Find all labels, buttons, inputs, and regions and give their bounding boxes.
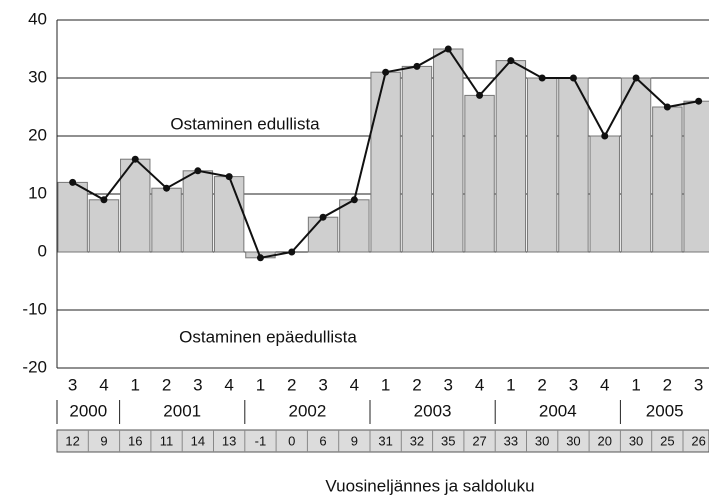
bar [652, 106, 683, 253]
x-tick-label: 4 [350, 375, 359, 394]
value-label: 30 [535, 433, 549, 448]
point [538, 74, 546, 82]
x-tick-label: 4 [224, 375, 233, 394]
x-tick-label: 2 [412, 375, 421, 394]
value-label: 30 [566, 433, 580, 448]
point [632, 74, 640, 82]
bar [88, 199, 120, 253]
point [350, 196, 358, 204]
x-tick-label: 4 [475, 375, 484, 394]
x-tick-label: 4 [99, 375, 108, 394]
x-tick-label: 3 [68, 375, 77, 394]
bar [57, 181, 88, 253]
value-label: 30 [629, 433, 643, 448]
point [100, 196, 108, 204]
x-tick-label: 2 [537, 375, 546, 394]
point [601, 132, 609, 140]
point [569, 74, 577, 82]
value-label: 33 [504, 433, 518, 448]
point [288, 248, 296, 256]
bar [495, 60, 527, 253]
value-label: 14 [191, 433, 205, 448]
value-label: 27 [472, 433, 486, 448]
x-tick-label: 2 [663, 375, 672, 394]
bar [526, 77, 558, 253]
point [413, 62, 421, 70]
x-tick-label: 3 [193, 375, 202, 394]
bar [589, 135, 620, 253]
x-tick-label: 1 [506, 375, 515, 394]
bar [683, 100, 709, 253]
bar [433, 48, 464, 253]
value-label: 35 [441, 433, 455, 448]
x-tick-label: 3 [694, 375, 703, 394]
value-label: 9 [351, 433, 358, 448]
point [444, 45, 452, 53]
bar [213, 176, 245, 253]
x-tick-label: 4 [600, 375, 609, 394]
bar [151, 187, 182, 253]
bar [182, 170, 214, 253]
x-tick-label: 1 [381, 375, 390, 394]
x-tick-label: 1 [631, 375, 640, 394]
x-tick-label: 1 [256, 375, 265, 394]
point [69, 178, 77, 186]
value-label: 12 [65, 433, 79, 448]
year-label: 2001 [163, 401, 201, 420]
x-tick-label: 1 [131, 375, 140, 394]
point [476, 91, 484, 99]
x-tick-label: 3 [569, 375, 578, 394]
value-label: 31 [378, 433, 392, 448]
point [194, 167, 202, 175]
point [163, 184, 171, 192]
bar [339, 199, 370, 253]
value-label: -1 [255, 433, 267, 448]
x-tick-label: 2 [287, 375, 296, 394]
bar [464, 94, 495, 253]
bar [620, 77, 652, 253]
value-label: 6 [319, 433, 326, 448]
y-tick-label: -20 [22, 357, 47, 376]
y-tick-label: -10 [22, 299, 47, 318]
y-tick-label: 40 [28, 9, 47, 28]
x-tick-label: 2 [162, 375, 171, 394]
bar [307, 216, 339, 253]
y-tick-label: 20 [28, 125, 47, 144]
value-label: 13 [222, 433, 236, 448]
x-tick-label: 3 [318, 375, 327, 394]
point [131, 155, 139, 163]
bar [401, 65, 433, 253]
bar [370, 71, 401, 253]
year-label: 2004 [539, 401, 577, 420]
point [225, 173, 233, 181]
value-label: 11 [160, 433, 174, 448]
value-label: 20 [598, 433, 612, 448]
year-label: 2005 [646, 401, 684, 420]
x-axis-label: Vuosineljännes ja saldoluku [325, 476, 534, 495]
year-label: 2000 [69, 401, 107, 420]
value-label: 9 [100, 433, 107, 448]
annotation: Ostaminen edullista [170, 114, 320, 133]
value-label: 25 [660, 433, 674, 448]
y-tick-label: 10 [28, 183, 47, 202]
value-label: 26 [691, 433, 705, 448]
x-tick-label: 3 [444, 375, 453, 394]
annotation: Ostaminen epäedullista [179, 327, 357, 346]
year-label: 2002 [288, 401, 326, 420]
y-tick-label: 30 [28, 67, 47, 86]
value-label: 16 [128, 433, 142, 448]
value-row [56, 429, 709, 453]
bar [558, 77, 589, 253]
y-tick-label: 0 [38, 241, 47, 260]
point [507, 57, 515, 65]
point [663, 103, 671, 111]
point [319, 213, 327, 221]
point [256, 254, 264, 262]
value-label: 32 [410, 433, 424, 448]
value-label: 0 [288, 433, 295, 448]
year-label: 2003 [414, 401, 452, 420]
point [382, 68, 390, 76]
point [695, 97, 703, 105]
